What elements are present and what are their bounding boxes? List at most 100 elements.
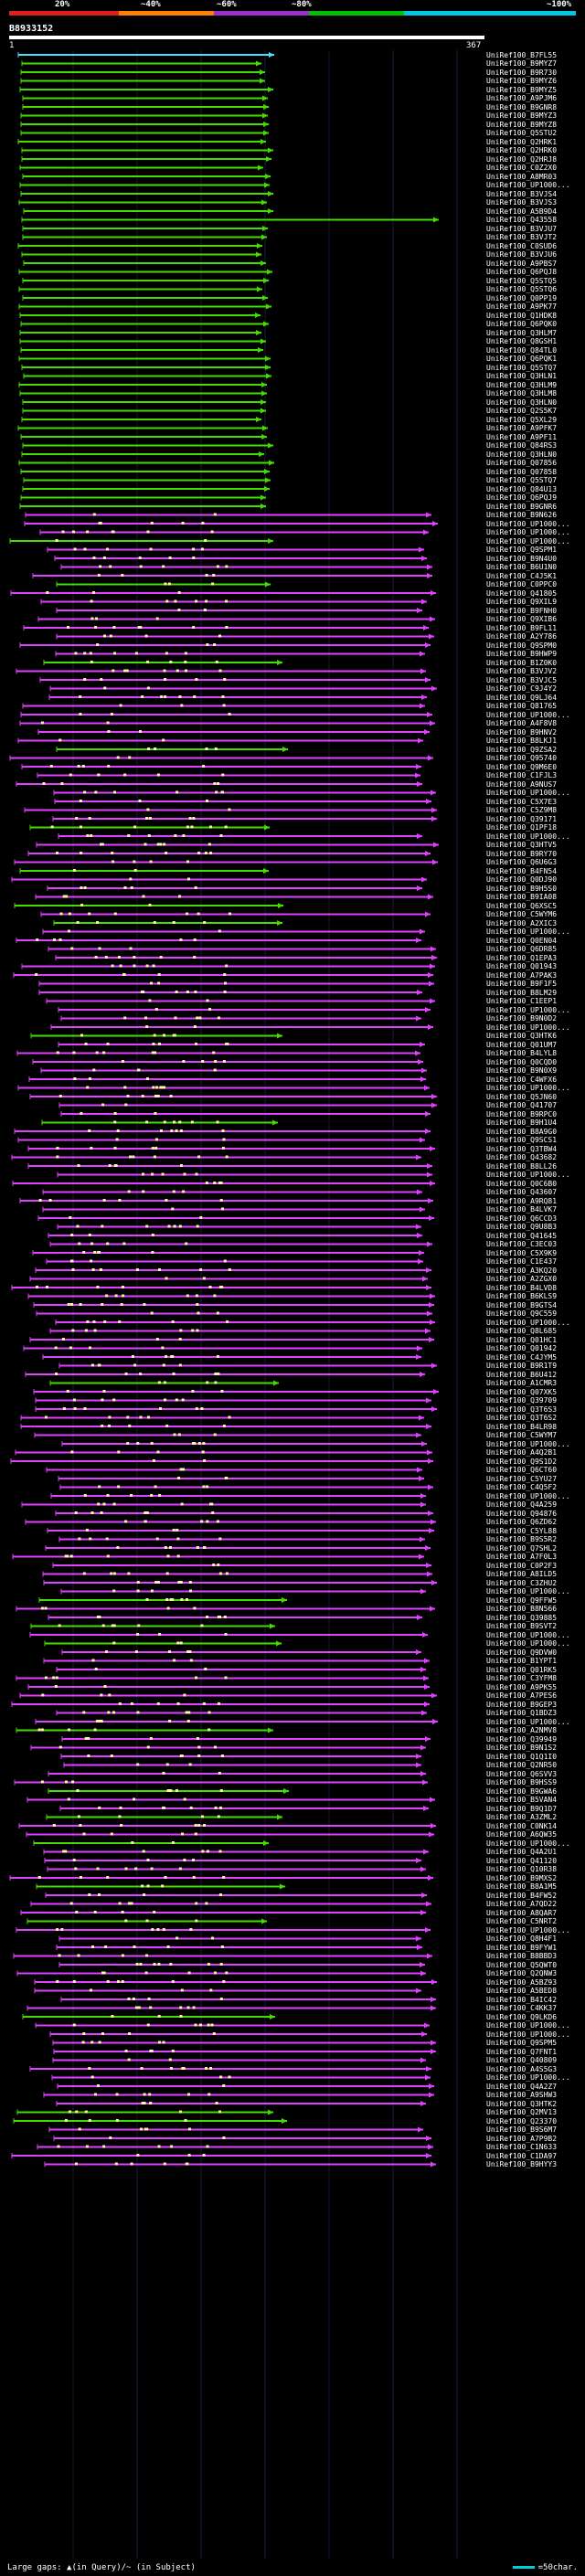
hit-name[interactable]: UniRef100_Q5STQ5 bbox=[486, 276, 558, 285]
hit-name[interactable]: UniRef100_C4KK37 bbox=[486, 2004, 558, 2012]
hit-name[interactable]: UniRef100_B3VJV2 bbox=[486, 667, 558, 675]
hit-name[interactable]: UniRef100_Q3HTV5 bbox=[486, 841, 558, 849]
hit-name[interactable]: UniRef100_Q01HC1 bbox=[486, 1335, 558, 1344]
hit-name[interactable]: UniRef100_B8LKJ1 bbox=[486, 737, 558, 745]
hit-name[interactable]: UniRef100_Q2HRK1 bbox=[486, 137, 558, 146]
hit-name[interactable]: UniRef100_B6KLS9 bbox=[486, 1292, 558, 1300]
hit-name[interactable]: UniRef100_A9PK77 bbox=[486, 302, 558, 311]
hit-name[interactable]: UniRef100_B9RPC0 bbox=[486, 1109, 558, 1118]
hit-name[interactable]: UniRef100_Q3HLM9 bbox=[486, 380, 558, 389]
hit-name[interactable]: UniRef100_B9GNR6 bbox=[486, 502, 558, 511]
hit-name[interactable]: UniRef100_Q84U13 bbox=[486, 484, 558, 493]
hit-name[interactable]: UniRef100_Q3HLN0 bbox=[486, 450, 558, 459]
hit-name[interactable]: UniRef100_B9H5S0 bbox=[486, 884, 558, 893]
hit-name[interactable]: UniRef100_Q41805 bbox=[486, 588, 558, 598]
hit-name[interactable]: UniRef100_A5BED8 bbox=[486, 1987, 558, 1995]
hit-name[interactable]: UniRef100_UP1000... bbox=[486, 928, 570, 936]
hit-name[interactable]: UniRef100_Q1PF18 bbox=[486, 823, 558, 832]
hit-name[interactable]: UniRef100_Q4A2Z7 bbox=[486, 2082, 558, 2091]
hit-name[interactable]: UniRef100_A9PF11 bbox=[486, 432, 558, 441]
hit-name[interactable]: UniRef100_A2ZGX0 bbox=[486, 1275, 558, 1283]
hit-name[interactable]: UniRef100_Q3T6S2 bbox=[486, 1414, 558, 1422]
hit-name[interactable]: UniRef100_A4F8V8 bbox=[486, 719, 558, 727]
hit-name[interactable]: UniRef100_C9J4Y2 bbox=[486, 684, 558, 693]
hit-name[interactable]: UniRef100_Q3HLN0 bbox=[486, 398, 558, 407]
hit-name[interactable]: UniRef100_B8A9G0 bbox=[486, 1127, 558, 1136]
hit-name[interactable]: UniRef100_Q43682 bbox=[486, 1153, 558, 1161]
hit-name[interactable]: UniRef100_C5YL88 bbox=[486, 1526, 558, 1535]
hit-name[interactable]: UniRef100_Q39171 bbox=[486, 814, 558, 823]
hit-name[interactable]: UniRef100_B7FL55 bbox=[486, 50, 558, 59]
hit-name[interactable]: UniRef100_UP1000... bbox=[486, 1171, 570, 1179]
hit-name[interactable]: UniRef100_Q4A2U1 bbox=[486, 1848, 558, 1856]
hit-name[interactable]: UniRef100_Q41120 bbox=[486, 1856, 558, 1865]
hit-name[interactable]: UniRef100_B9MYZ3 bbox=[486, 111, 558, 120]
hit-name[interactable]: UniRef100_Q9C559 bbox=[486, 1309, 558, 1318]
hit-name[interactable]: UniRef100_Q95740 bbox=[486, 754, 558, 762]
hit-name[interactable]: UniRef100_B8N566 bbox=[486, 1605, 558, 1613]
hit-name[interactable]: UniRef100_A4Q2B1 bbox=[486, 1448, 558, 1457]
hit-name[interactable]: UniRef100_C1FJL3 bbox=[486, 771, 558, 779]
hit-name[interactable]: UniRef100_A7PAK3 bbox=[486, 970, 558, 980]
hit-name[interactable]: UniRef100_B9N1S2 bbox=[486, 1744, 558, 1752]
hit-name[interactable]: UniRef100_UP1000... bbox=[486, 2073, 570, 2082]
hit-name[interactable]: UniRef100_Q5JN60 bbox=[486, 1092, 558, 1101]
hit-name[interactable]: UniRef100_B3VJT2 bbox=[486, 233, 558, 241]
hit-name[interactable]: UniRef100_Q6PQK1 bbox=[486, 355, 558, 363]
hit-name[interactable]: UniRef100_B1Z0K0 bbox=[486, 658, 558, 667]
hit-name[interactable]: UniRef100_A9PJM6 bbox=[486, 94, 558, 102]
hit-name[interactable]: UniRef100_Q2HRK0 bbox=[486, 146, 558, 154]
hit-name[interactable]: UniRef100_B9H1U4 bbox=[486, 1118, 558, 1127]
hit-name[interactable]: UniRef100_B9Q1D7 bbox=[486, 1804, 558, 1813]
hit-name[interactable]: UniRef100_B9HSS9 bbox=[486, 1778, 558, 1786]
hit-name[interactable]: UniRef100_B9HWP9 bbox=[486, 650, 558, 658]
hit-name[interactable]: UniRef100_Q41707 bbox=[486, 1101, 558, 1109]
hit-name[interactable]: UniRef100_Q07XK5 bbox=[486, 1387, 558, 1396]
hit-name[interactable]: UniRef100_Q9FFW5 bbox=[486, 1595, 558, 1605]
hit-name[interactable]: UniRef100_Q6CCD3 bbox=[486, 1214, 558, 1223]
hit-name[interactable]: UniRef100_B3VJU7 bbox=[486, 224, 558, 233]
hit-name[interactable]: UniRef100_B9S6M7 bbox=[486, 2125, 558, 2134]
hit-name[interactable]: UniRef100_UP1000... bbox=[486, 1084, 570, 1092]
hit-name[interactable]: UniRef100_C5YU27 bbox=[486, 1474, 558, 1483]
hit-name[interactable]: UniRef100_UP1000... bbox=[486, 1639, 570, 1648]
hit-name[interactable]: UniRef100_B9N626 bbox=[486, 511, 558, 519]
hit-name[interactable]: UniRef100_Q01RK5 bbox=[486, 1665, 558, 1674]
hit-name[interactable]: UniRef100_B9N0D2 bbox=[486, 1014, 558, 1023]
hit-name[interactable]: UniRef100_C3YFM8 bbox=[486, 1674, 558, 1682]
hit-name[interactable]: UniRef100_Q2HRJ8 bbox=[486, 154, 558, 164]
hit-name[interactable]: UniRef100_Q6PQJ9 bbox=[486, 493, 558, 502]
hit-name[interactable]: UniRef100_C5X7E3 bbox=[486, 797, 558, 806]
hit-name[interactable]: UniRef100_B3VJC5 bbox=[486, 675, 558, 684]
hit-name[interactable]: UniRef100_B3VJS3 bbox=[486, 198, 558, 207]
hit-name[interactable]: UniRef100_C5WYM7 bbox=[486, 1431, 558, 1439]
hit-name[interactable]: UniRef100_B9MYZ7 bbox=[486, 59, 558, 68]
hit-name[interactable]: UniRef100_B9FNH0 bbox=[486, 606, 558, 615]
hit-name[interactable]: UniRef100_Q9XIL9 bbox=[486, 598, 558, 606]
hit-name[interactable]: UniRef100_Q9M6E0 bbox=[486, 762, 558, 771]
hit-name[interactable]: UniRef100_B6U1N0 bbox=[486, 563, 558, 571]
hit-name[interactable]: UniRef100_B9GTS4 bbox=[486, 1300, 558, 1309]
hit-name[interactable]: UniRef100_Q43607 bbox=[486, 1188, 558, 1196]
hit-name[interactable]: UniRef100_A5B9D4 bbox=[486, 207, 558, 216]
hit-name[interactable]: UniRef100_Q0PP19 bbox=[486, 293, 558, 302]
hit-name[interactable]: UniRef100_UP1000... bbox=[486, 1717, 570, 1726]
hit-name[interactable]: UniRef100_C4JYM5 bbox=[486, 1352, 558, 1362]
hit-name[interactable]: UniRef100_UP1000... bbox=[486, 1587, 570, 1595]
hit-name[interactable]: UniRef100_C3EC03 bbox=[486, 1240, 558, 1248]
hit-name[interactable]: UniRef100_Q5STQ6 bbox=[486, 285, 558, 293]
hit-name[interactable]: UniRef100_C4J5K1 bbox=[486, 571, 558, 580]
hit-name[interactable]: UniRef100_A2NMV8 bbox=[486, 1726, 558, 1734]
hit-name[interactable]: UniRef100_UP1000... bbox=[486, 2021, 570, 2030]
hit-name[interactable]: UniRef100_B9N4U0 bbox=[486, 554, 558, 563]
hit-name[interactable]: UniRef100_B8A1M5 bbox=[486, 1882, 558, 1891]
hit-name[interactable]: UniRef100_C4Q5F2 bbox=[486, 1483, 558, 1491]
hit-name[interactable]: UniRef100_UP1000... bbox=[486, 1925, 570, 1935]
hit-name[interactable]: UniRef100_A8ILD5 bbox=[486, 1570, 558, 1578]
hit-name[interactable]: UniRef100_Q10R38 bbox=[486, 1865, 558, 1873]
hit-name[interactable]: UniRef100_UP1000... bbox=[486, 1491, 570, 1500]
hit-name[interactable]: UniRef100_Q9SPM0 bbox=[486, 641, 558, 650]
hit-name[interactable]: UniRef100_B4IC42 bbox=[486, 1995, 558, 2004]
hit-name[interactable]: UniRef100_Q9SCS1 bbox=[486, 1136, 558, 1144]
hit-name[interactable]: UniRef100_Q2S5K7 bbox=[486, 407, 558, 415]
